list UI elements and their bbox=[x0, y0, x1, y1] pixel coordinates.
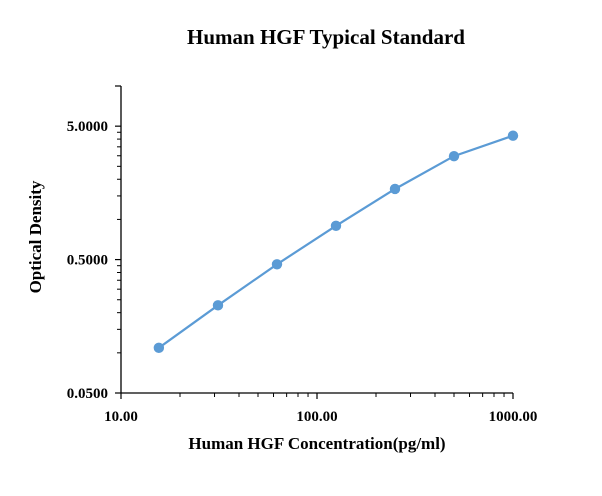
y-axis-label: Optical Density bbox=[26, 180, 45, 293]
x-axis-label: Human HGF Concentration(pg/ml) bbox=[188, 434, 445, 453]
data-point bbox=[448, 150, 460, 162]
chart-title: Human HGF Typical Standard bbox=[187, 25, 465, 49]
x-tick-label: 10.00 bbox=[104, 409, 138, 425]
series-line bbox=[158, 134, 514, 349]
y-tick-label: 5.0000 bbox=[67, 119, 108, 135]
x-tick-label: 100.00 bbox=[296, 409, 337, 425]
data-point bbox=[507, 130, 519, 141]
x-tick-label: 1000.00 bbox=[489, 409, 538, 425]
ticks: 10.00 100.00 1000.00 0.0500 0.5000 5.0000 bbox=[67, 85, 538, 425]
y-tick-label: 0.0500 bbox=[67, 386, 108, 402]
series-group bbox=[153, 130, 519, 354]
data-point bbox=[271, 259, 283, 270]
data-point bbox=[389, 183, 401, 195]
data-point bbox=[330, 220, 342, 232]
data-point bbox=[153, 342, 165, 354]
y-tick-label: 0.5000 bbox=[67, 253, 108, 269]
data-point bbox=[212, 300, 224, 311]
